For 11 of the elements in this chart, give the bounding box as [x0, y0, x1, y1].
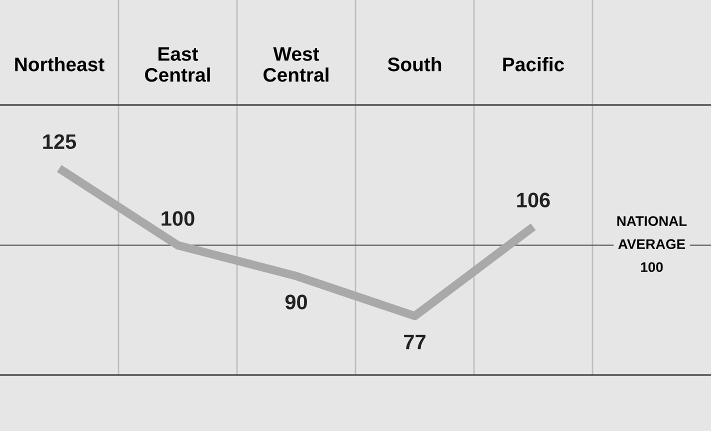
data-label: 106	[517, 192, 550, 208]
ref-line-label: NATIONAL AVERAGE 100	[617, 216, 687, 272]
x-tick-label: South	[388, 57, 442, 72]
x-tick-label: Northeast	[15, 57, 104, 72]
x-tick-label: Pacific	[503, 57, 564, 72]
x-tick-label: West Central	[264, 47, 328, 82]
data-label: 100	[162, 211, 194, 226]
data-label: 90	[285, 294, 307, 310]
x-tick-label: East Central	[145, 47, 210, 82]
data-label: 77	[404, 334, 426, 350]
data-label: 125	[43, 134, 76, 150]
